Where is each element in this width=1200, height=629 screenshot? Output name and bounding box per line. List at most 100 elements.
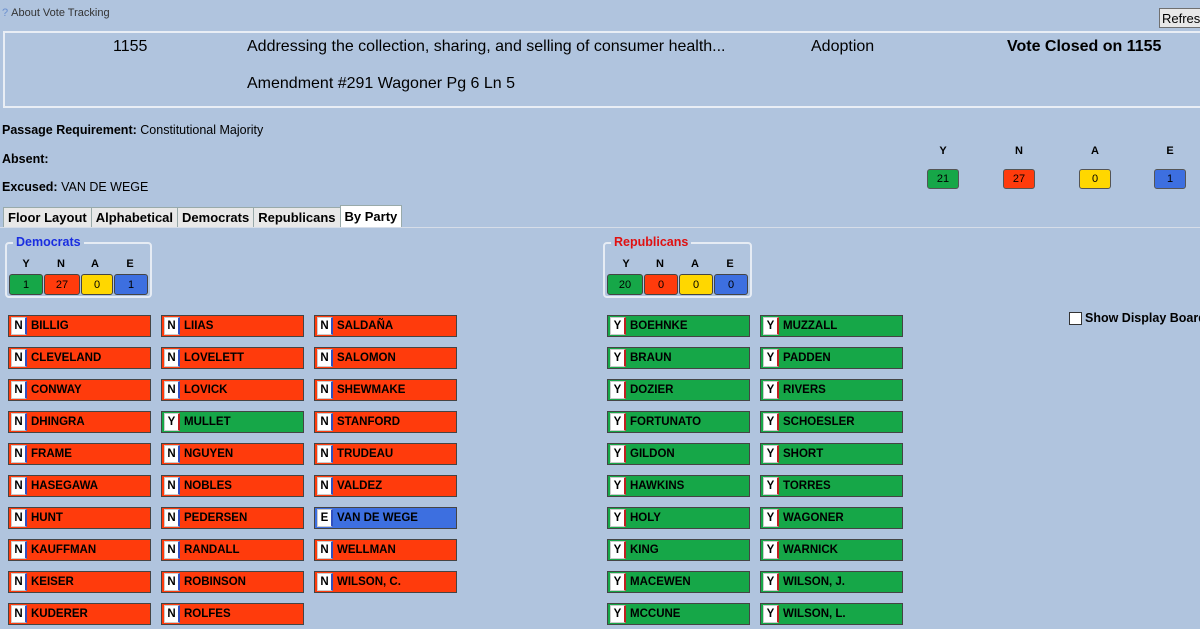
member-vote-hasegawa[interactable]: N HASEGAWA bbox=[8, 475, 151, 497]
member-name: WILSON, C. bbox=[337, 576, 401, 588]
tab-floor-layout[interactable]: Floor Layout bbox=[3, 207, 92, 228]
tab-democrats[interactable]: Democrats bbox=[177, 207, 255, 228]
about-vote-tracking-link[interactable]: ? About Vote Tracking bbox=[2, 7, 110, 19]
member-vote-pedersen[interactable]: N PEDERSEN bbox=[161, 507, 304, 529]
member-vote-kauffman[interactable]: N KAUFFMAN bbox=[8, 539, 151, 561]
member-name: RANDALL bbox=[184, 544, 240, 556]
about-label: About Vote Tracking bbox=[11, 7, 110, 19]
member-name: SHORT bbox=[783, 448, 824, 460]
member-vote-nobles[interactable]: N NOBLES bbox=[161, 475, 304, 497]
vote-code: Y bbox=[610, 349, 626, 367]
member-vote-valdez[interactable]: N VALDEZ bbox=[314, 475, 457, 497]
total-no: 27 bbox=[1003, 169, 1035, 189]
rep-yes-count: 20 bbox=[607, 274, 643, 295]
member-vote-fortunato[interactable]: Y FORTUNATO bbox=[607, 411, 750, 433]
member-vote-nguyen[interactable]: N NGUYEN bbox=[161, 443, 304, 465]
member-vote-wilson-j[interactable]: Y WILSON, J. bbox=[760, 571, 903, 593]
member-name: HUNT bbox=[31, 512, 63, 524]
tab-republicans[interactable]: Republicans bbox=[253, 207, 341, 228]
member-vote-macewen[interactable]: Y MACEWEN bbox=[607, 571, 750, 593]
member-vote-padden[interactable]: Y PADDEN bbox=[760, 347, 903, 369]
member-vote-torres[interactable]: Y TORRES bbox=[760, 475, 903, 497]
member-vote-mccune[interactable]: Y MCCUNE bbox=[607, 603, 750, 625]
dem-y-label: Y bbox=[22, 258, 30, 270]
tab-by-party[interactable]: By Party bbox=[339, 205, 403, 228]
member-vote-conway[interactable]: N CONWAY bbox=[8, 379, 151, 401]
member-vote-billig[interactable]: N BILLIG bbox=[8, 315, 151, 337]
member-vote-frame[interactable]: N FRAME bbox=[8, 443, 151, 465]
dem-yes-count: 1 bbox=[9, 274, 43, 295]
vote-code: N bbox=[164, 349, 180, 367]
member-vote-gildon[interactable]: Y GILDON bbox=[607, 443, 750, 465]
member-vote-holy[interactable]: Y HOLY bbox=[607, 507, 750, 529]
vote-code: N bbox=[164, 605, 180, 623]
member-vote-van-de-wege[interactable]: E VAN DE WEGE bbox=[314, 507, 457, 529]
vote-code: N bbox=[164, 509, 180, 527]
vote-code: N bbox=[317, 381, 333, 399]
member-vote-randall[interactable]: N RANDALL bbox=[161, 539, 304, 561]
member-name: LOVELETT bbox=[184, 352, 245, 364]
excused-label: Excused: bbox=[2, 180, 58, 194]
member-vote-wellman[interactable]: N WELLMAN bbox=[314, 539, 457, 561]
member-vote-muzzall[interactable]: Y MUZZALL bbox=[760, 315, 903, 337]
member-name: GILDON bbox=[630, 448, 675, 460]
show-display-board-checkbox[interactable] bbox=[1069, 311, 1082, 325]
member-vote-wagoner[interactable]: Y WAGONER bbox=[760, 507, 903, 529]
member-vote-kuderer[interactable]: N KUDERER bbox=[8, 603, 151, 625]
member-vote-dozier[interactable]: Y DOZIER bbox=[607, 379, 750, 401]
member-vote-trudeau[interactable]: N TRUDEAU bbox=[314, 443, 457, 465]
member-vote-braun[interactable]: Y BRAUN bbox=[607, 347, 750, 369]
member-vote-mullet[interactable]: Y MULLET bbox=[161, 411, 304, 433]
member-vote-shewmake[interactable]: N SHEWMAKE bbox=[314, 379, 457, 401]
member-name: STANFORD bbox=[337, 416, 401, 428]
rep-absent-count: 0 bbox=[679, 274, 713, 295]
vote-code: N bbox=[164, 477, 180, 495]
member-vote-saldaña[interactable]: N SALDAÑA bbox=[314, 315, 457, 337]
member-vote-warnick[interactable]: Y WARNICK bbox=[760, 539, 903, 561]
dem-no-count: 27 bbox=[44, 274, 80, 295]
vote-code: N bbox=[11, 445, 27, 463]
member-vote-wilson-c[interactable]: N WILSON, C. bbox=[314, 571, 457, 593]
member-vote-wilson-l[interactable]: Y WILSON, L. bbox=[760, 603, 903, 625]
vote-code: N bbox=[317, 317, 333, 335]
dem-a-label: A bbox=[91, 258, 99, 270]
member-vote-schoesler[interactable]: Y SCHOESLER bbox=[760, 411, 903, 433]
member-vote-keiser[interactable]: N KEISER bbox=[8, 571, 151, 593]
help-icon: ? bbox=[2, 7, 9, 19]
vote-code: Y bbox=[763, 509, 779, 527]
member-name: MACEWEN bbox=[630, 576, 691, 588]
vote-code: N bbox=[11, 381, 27, 399]
member-vote-liias[interactable]: N LIIAS bbox=[161, 315, 304, 337]
vote-code: N bbox=[11, 349, 27, 367]
member-name: NOBLES bbox=[184, 480, 232, 492]
member-vote-hawkins[interactable]: Y HAWKINS bbox=[607, 475, 750, 497]
member-vote-lovelett[interactable]: N LOVELETT bbox=[161, 347, 304, 369]
member-vote-hunt[interactable]: N HUNT bbox=[8, 507, 151, 529]
member-vote-rolfes[interactable]: N ROLFES bbox=[161, 603, 304, 625]
passage-requirement: Passage Requirement: Constitutional Majo… bbox=[2, 123, 263, 137]
vote-code: N bbox=[11, 477, 27, 495]
member-vote-rivers[interactable]: Y RIVERS bbox=[760, 379, 903, 401]
refresh-button[interactable]: Refresh bbox=[1159, 8, 1200, 28]
member-vote-stanford[interactable]: N STANFORD bbox=[314, 411, 457, 433]
member-vote-cleveland[interactable]: N CLEVELAND bbox=[8, 347, 151, 369]
member-vote-king[interactable]: Y KING bbox=[607, 539, 750, 561]
vote-code: N bbox=[317, 477, 333, 495]
member-name: KING bbox=[630, 544, 659, 556]
absent-label: Absent: bbox=[2, 152, 49, 166]
vote-code: Y bbox=[610, 541, 626, 559]
member-name: BILLIG bbox=[31, 320, 69, 332]
member-vote-lovick[interactable]: N LOVICK bbox=[161, 379, 304, 401]
member-vote-salomon[interactable]: N SALOMON bbox=[314, 347, 457, 369]
tab-alphabetical[interactable]: Alphabetical bbox=[90, 207, 179, 228]
member-vote-robinson[interactable]: N ROBINSON bbox=[161, 571, 304, 593]
member-vote-boehnke[interactable]: Y BOEHNKE bbox=[607, 315, 750, 337]
member-name: BOEHNKE bbox=[630, 320, 688, 332]
member-name: FRAME bbox=[31, 448, 72, 460]
vote-code: N bbox=[317, 445, 333, 463]
vote-code: N bbox=[164, 445, 180, 463]
vote-code: Y bbox=[763, 477, 779, 495]
member-vote-short[interactable]: Y SHORT bbox=[760, 443, 903, 465]
show-display-board-toggle[interactable]: Show Display Board bbox=[1069, 311, 1200, 325]
member-vote-dhingra[interactable]: N DHINGRA bbox=[8, 411, 151, 433]
